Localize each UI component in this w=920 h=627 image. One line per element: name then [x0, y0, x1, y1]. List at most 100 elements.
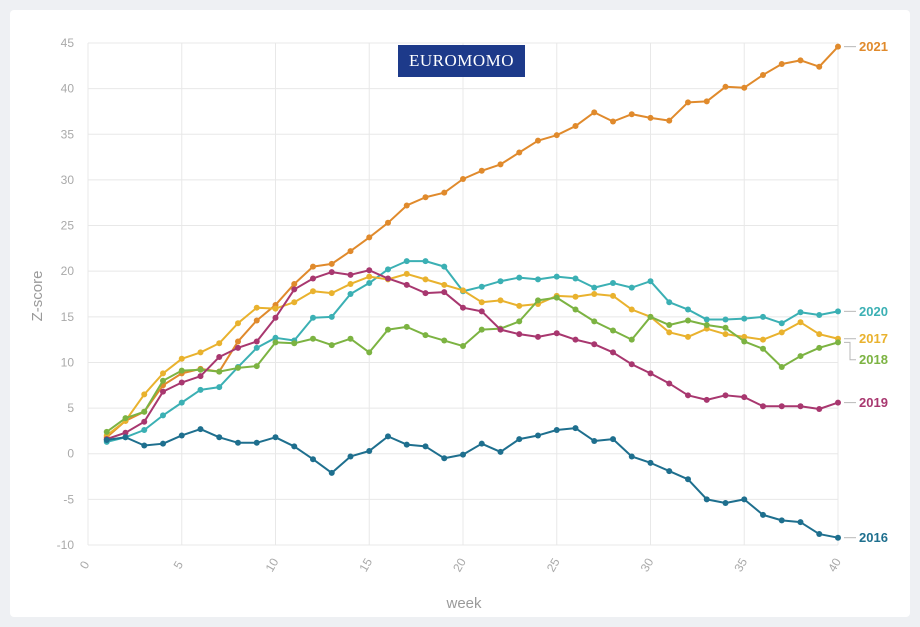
series-line-2021	[106, 45, 839, 439]
data-point-2020	[422, 258, 429, 265]
data-point-2020	[160, 412, 166, 419]
data-point-2020	[685, 306, 691, 313]
x-tick-label: 20	[450, 555, 469, 574]
data-point-2016	[235, 439, 241, 446]
data-point-2016	[610, 436, 616, 443]
data-point-2021	[366, 234, 373, 241]
data-point-2016	[591, 437, 598, 444]
y-tick-label: 35	[61, 127, 75, 141]
series-line-2019	[106, 269, 839, 441]
data-point-2018	[535, 297, 541, 304]
x-tick-label: 15	[356, 555, 375, 574]
data-point-2018	[328, 342, 335, 349]
y-tick-label: 0	[67, 447, 74, 461]
data-point-2020	[328, 313, 335, 320]
data-point-2016	[422, 443, 429, 450]
data-point-2020	[441, 263, 448, 270]
data-point-2020	[253, 344, 260, 351]
data-point-2019	[703, 396, 710, 403]
data-point-2020	[197, 386, 204, 393]
x-axis-label: week	[445, 595, 482, 612]
data-point-2021	[235, 338, 241, 345]
data-point-2017	[572, 293, 579, 300]
series-label-2019: 2019	[859, 395, 888, 410]
data-point-2016	[347, 453, 354, 460]
x-tick-label: 25	[544, 555, 563, 574]
series-line-2018	[106, 296, 839, 433]
data-point-2020	[141, 426, 148, 433]
data-point-2020	[647, 278, 654, 285]
data-point-2016	[310, 456, 316, 463]
data-point-2021	[666, 117, 673, 124]
data-point-2020	[385, 266, 391, 273]
series-2021	[103, 43, 841, 441]
data-point-2016	[553, 426, 560, 433]
data-point-2019	[572, 336, 579, 343]
data-point-2016	[835, 534, 841, 541]
series-2020	[103, 258, 841, 445]
data-point-2019	[741, 394, 748, 401]
data-point-2017	[610, 292, 616, 299]
data-point-2016	[535, 432, 541, 439]
data-point-2020	[741, 315, 748, 322]
data-point-2018	[403, 323, 410, 330]
data-point-2016	[366, 447, 373, 454]
x-tick-label: 10	[263, 555, 282, 574]
data-point-2021	[778, 60, 785, 67]
data-point-2016	[703, 496, 710, 503]
data-point-2018	[272, 339, 279, 346]
data-point-2020	[628, 284, 635, 291]
data-point-2020	[516, 274, 523, 281]
data-point-2018	[816, 344, 823, 351]
y-tick-label: 25	[61, 219, 75, 233]
data-point-2020	[591, 284, 598, 291]
data-point-2017	[797, 319, 804, 326]
data-point-2016	[403, 441, 410, 448]
data-point-2017	[272, 305, 279, 312]
series-line-2016	[106, 427, 839, 539]
data-point-2021	[741, 84, 748, 91]
data-point-2019	[553, 330, 560, 337]
data-point-2020	[216, 384, 223, 391]
y-axis-ticks: -10 -5 0 5 10 15 20 25 30 35 40 45	[57, 36, 75, 552]
data-point-2017	[722, 331, 729, 338]
data-point-2018	[703, 322, 710, 329]
data-point-2021	[685, 99, 691, 106]
data-point-2019	[216, 353, 223, 360]
data-point-2021	[441, 189, 448, 196]
data-point-2017	[497, 297, 504, 304]
data-point-2016	[741, 496, 748, 503]
data-point-2021	[422, 194, 429, 201]
x-tick-label: 5	[171, 558, 187, 571]
data-point-2016	[272, 434, 279, 441]
series-2019	[103, 267, 841, 443]
data-point-2019	[385, 275, 391, 282]
data-point-2019	[197, 373, 204, 380]
data-point-2018	[591, 318, 598, 325]
data-point-2021	[403, 202, 410, 209]
data-point-2016	[141, 442, 148, 449]
data-point-2019	[460, 304, 466, 311]
data-point-2019	[591, 341, 598, 348]
data-point-2016	[122, 434, 129, 441]
data-point-2019	[610, 349, 616, 356]
logo-text: EUROMOMO	[408, 51, 515, 70]
data-point-2019	[422, 290, 429, 297]
data-point-2021	[722, 83, 729, 90]
data-point-2017	[366, 273, 373, 280]
data-point-2018	[122, 415, 129, 422]
data-point-2021	[591, 109, 598, 116]
data-point-2018	[347, 335, 354, 342]
data-point-2017	[160, 370, 166, 377]
data-point-2019	[535, 333, 541, 340]
data-point-2018	[610, 327, 616, 334]
y-tick-label: 15	[61, 310, 75, 324]
data-point-2017	[235, 320, 241, 327]
data-point-2018	[235, 364, 241, 371]
data-point-2020	[572, 275, 579, 282]
data-point-2019	[760, 403, 766, 410]
data-point-2016	[685, 476, 691, 483]
series-label-2017: 2017	[859, 331, 888, 346]
data-point-2020	[610, 280, 616, 287]
